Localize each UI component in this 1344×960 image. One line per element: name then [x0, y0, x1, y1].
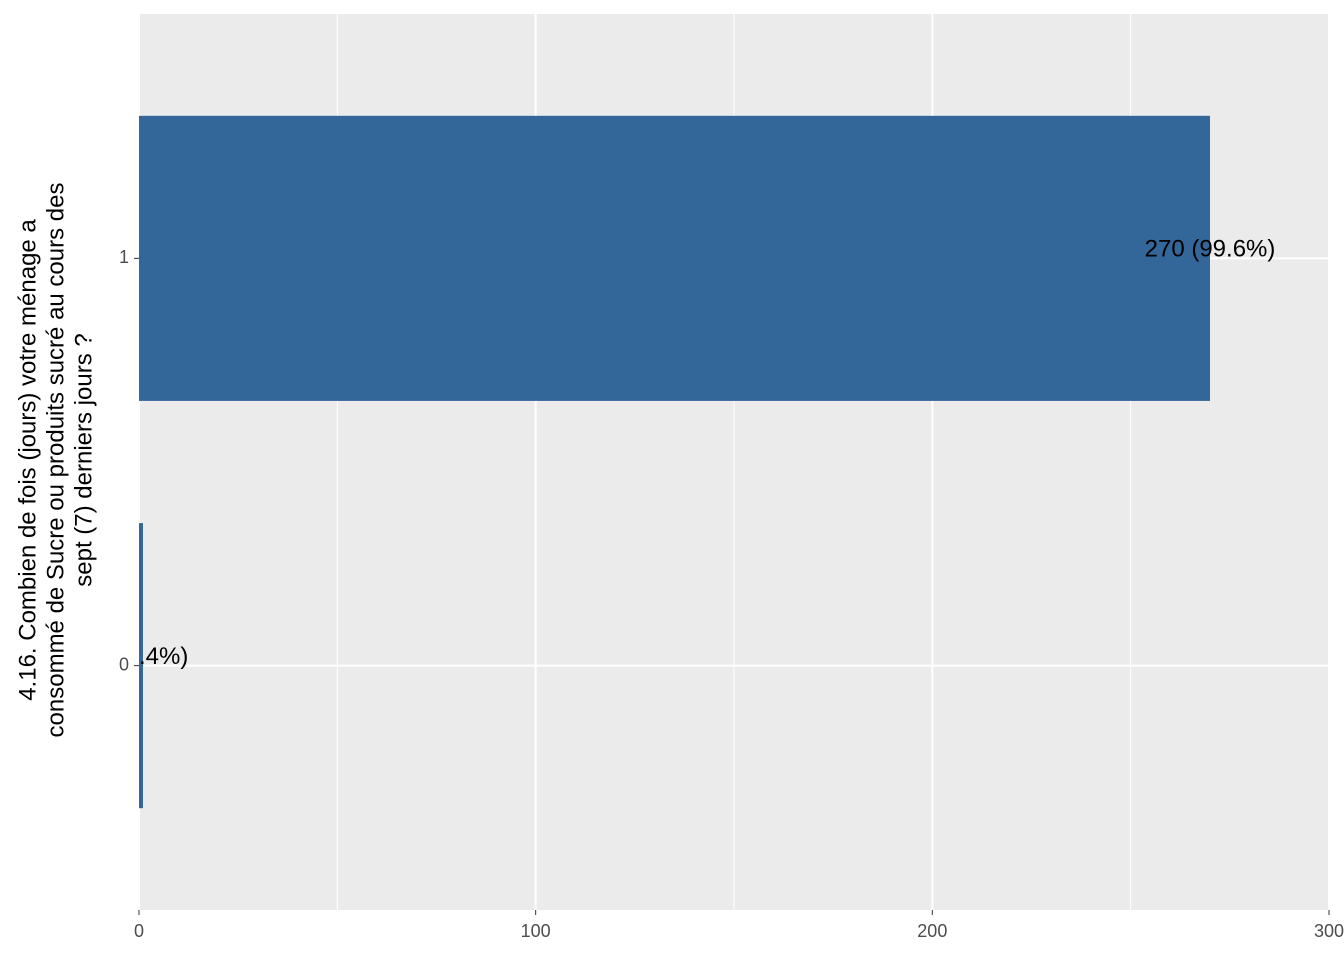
x-tick-label: 100: [521, 921, 551, 941]
bar: [139, 115, 1210, 401]
y-tick-label: 0: [119, 654, 129, 674]
value-label: 270 (99.6%): [1145, 236, 1276, 263]
y-axis-title-line: sept (7) derniers jours ?: [70, 333, 97, 586]
y-axis-title: 4.16. Combien de fois (jours) votre ména…: [14, 183, 97, 738]
value-label: 1 (0.4%): [98, 643, 189, 670]
bar: [139, 523, 143, 809]
y-axis-title-line: 4.16. Combien de fois (jours) votre ména…: [14, 219, 41, 701]
x-tick-label: 200: [917, 921, 947, 941]
x-tick-label: 0: [134, 921, 144, 941]
x-tick-label: 300: [1314, 921, 1344, 941]
labels: 1 (0.4%) 270 (99.6%): [98, 236, 1276, 670]
y-tick-label: 1: [119, 247, 129, 267]
y-axis-title-line: consommé de Sucre ou produits sucré au c…: [42, 183, 69, 738]
